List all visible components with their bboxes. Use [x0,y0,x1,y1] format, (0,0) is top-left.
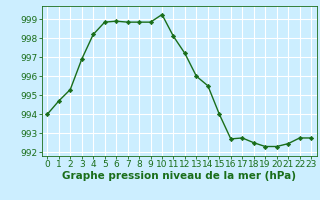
X-axis label: Graphe pression niveau de la mer (hPa): Graphe pression niveau de la mer (hPa) [62,171,296,181]
